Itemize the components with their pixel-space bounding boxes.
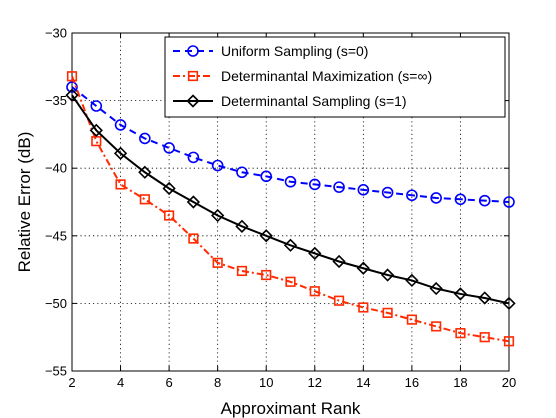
series-diamond xyxy=(65,88,516,311)
data-point xyxy=(235,219,249,233)
x-tick-label: 6 xyxy=(165,375,172,390)
x-tick-label: 16 xyxy=(405,375,419,390)
data-point xyxy=(430,192,442,204)
x-tick-label: 20 xyxy=(502,375,516,390)
data-point xyxy=(406,189,418,202)
legend-marker xyxy=(187,70,199,82)
data-point xyxy=(454,193,467,206)
data-point xyxy=(333,181,345,193)
data-point xyxy=(285,276,296,287)
data-point xyxy=(186,195,201,209)
data-point xyxy=(382,307,393,318)
data-point xyxy=(309,286,320,297)
data-point xyxy=(405,273,419,288)
data-point xyxy=(89,123,103,137)
y-axis-label: Relative Error (dB) xyxy=(15,132,34,273)
data-point xyxy=(212,257,223,268)
series-circle xyxy=(66,81,515,208)
data-point xyxy=(478,194,491,207)
data-point xyxy=(453,287,468,301)
data-point xyxy=(455,328,466,339)
series-line xyxy=(71,86,510,203)
data-point xyxy=(113,146,128,160)
series-square xyxy=(66,71,515,347)
data-point xyxy=(357,184,370,196)
data-point xyxy=(308,246,322,261)
data-point xyxy=(381,186,394,199)
y-tick-label: −35 xyxy=(45,93,67,108)
data-point xyxy=(358,302,369,313)
data-point xyxy=(503,196,515,208)
x-tick-label: 8 xyxy=(214,375,221,390)
data-point xyxy=(479,332,490,343)
data-point xyxy=(187,151,200,164)
data-point xyxy=(260,170,273,183)
data-point xyxy=(163,142,175,154)
data-point xyxy=(211,208,225,223)
data-series xyxy=(65,71,516,347)
x-tick-label: 2 xyxy=(68,375,75,390)
data-point xyxy=(503,336,515,347)
data-point xyxy=(406,314,417,325)
data-point xyxy=(138,165,152,179)
legend: Uniform Sampling (s=0) Determinantal Maxi… xyxy=(164,36,506,118)
y-tick-label: −30 xyxy=(45,26,67,41)
data-point xyxy=(211,159,224,172)
data-point xyxy=(164,210,175,221)
legend-box xyxy=(164,36,506,118)
data-point xyxy=(261,269,272,281)
data-point xyxy=(356,261,370,275)
data-point xyxy=(188,233,199,244)
y-tick-label: −40 xyxy=(45,161,67,176)
data-point xyxy=(236,265,248,277)
legend-label: Determinantal Maximization (s=∞) xyxy=(221,68,432,84)
x-tick-label: 14 xyxy=(356,375,370,390)
legend-label: Uniform Sampling (s=0) xyxy=(221,43,368,59)
data-point xyxy=(431,321,442,332)
data-point xyxy=(308,178,321,191)
x-tick-label: 18 xyxy=(453,375,467,390)
data-point xyxy=(115,179,126,190)
data-point xyxy=(332,254,346,269)
data-point xyxy=(333,295,345,306)
x-tick-label: 12 xyxy=(308,375,322,390)
data-point xyxy=(65,88,79,102)
legend-label: Determinantal Sampling (s=1) xyxy=(221,93,407,109)
series-line xyxy=(71,75,510,343)
y-tick-label: −55 xyxy=(45,364,67,379)
x-tick-label: 4 xyxy=(117,375,124,390)
legend-marker xyxy=(186,94,200,108)
data-point xyxy=(114,119,127,131)
data-point xyxy=(478,291,492,305)
data-point xyxy=(66,71,78,82)
x-tick-label: 10 xyxy=(259,375,273,390)
data-point xyxy=(139,194,150,205)
data-point xyxy=(259,229,273,243)
data-point xyxy=(162,181,176,196)
data-point xyxy=(283,238,298,252)
data-point xyxy=(139,132,151,145)
y-tick-label: −50 xyxy=(45,296,67,311)
data-point xyxy=(236,166,248,179)
data-point xyxy=(502,296,516,311)
legend-marker xyxy=(187,45,199,57)
data-point xyxy=(90,100,103,112)
y-tick-label: −45 xyxy=(45,228,67,243)
series-line xyxy=(71,94,510,305)
axis-ticks: 2 4 6 8 10 12 14 16 18 20 −55 −50 −45 −40 −35 −30 xyxy=(45,26,516,391)
data-point xyxy=(380,268,395,282)
data-point xyxy=(429,281,443,296)
x-axis-label: Approximant Rank xyxy=(221,399,361,418)
data-point xyxy=(284,175,297,188)
